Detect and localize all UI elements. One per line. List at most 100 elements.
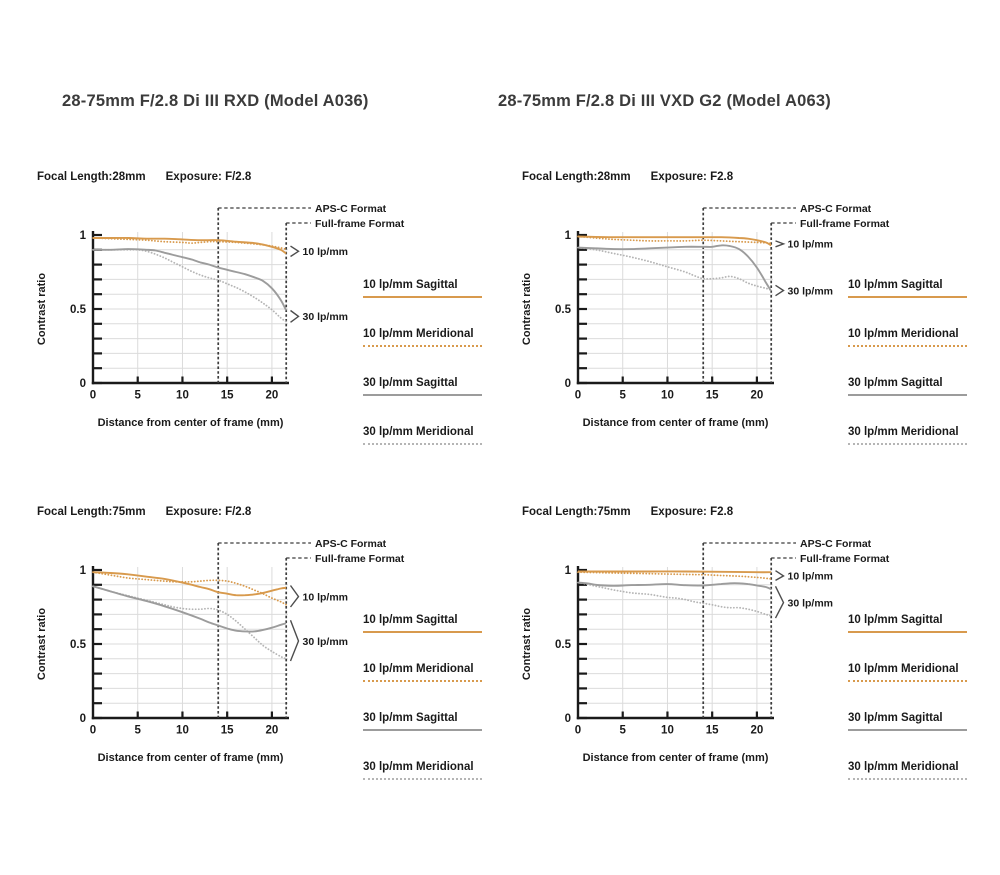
fullframe-format-label: Full-frame Format	[800, 218, 890, 230]
svg-text:5: 5	[135, 390, 142, 402]
fullframe-format-label: Full-frame Format	[315, 553, 405, 565]
svg-text:0: 0	[80, 713, 86, 725]
curve-10-lp-mm-sagittal	[578, 570, 772, 574]
legend-line-solid	[363, 394, 482, 396]
legend-item: 30 lp/mm Meridional	[848, 426, 970, 445]
svg-text:10 lp/mm: 10 lp/mm	[788, 239, 834, 251]
svg-text:0: 0	[80, 378, 86, 390]
svg-text:10 lp/mm: 10 lp/mm	[303, 591, 349, 603]
legend-item: 30 lp/mm Sagittal	[363, 712, 485, 731]
legend-line-solid	[363, 631, 482, 633]
axes	[576, 566, 774, 720]
chart-block-a063-75mm: Focal Length:75mm Exposure: F2.8 0 5 10 15 20 1…	[485, 335, 970, 780]
svg-text:0.5: 0.5	[555, 639, 572, 651]
legend-item: 10 lp/mm Meridional	[848, 328, 970, 347]
x-axis-title: Distance from center of frame (mm)	[97, 417, 284, 429]
svg-text:0.5: 0.5	[555, 304, 572, 316]
legend-label: 30 lp/mm Meridional	[363, 426, 474, 438]
svg-text:20: 20	[266, 390, 279, 402]
svg-text:15: 15	[706, 725, 719, 737]
svg-text:20: 20	[751, 725, 764, 737]
svg-text:15: 15	[221, 725, 234, 737]
legend-line-solid	[848, 394, 967, 396]
svg-text:15: 15	[221, 390, 234, 402]
y-axis-title: Contrast ratio	[521, 607, 533, 681]
svg-text:10: 10	[176, 725, 189, 737]
legend-line-solid	[848, 631, 967, 633]
y-axis-title: Contrast ratio	[36, 607, 48, 681]
legend-label: 10 lp/mm Sagittal	[363, 614, 458, 626]
apsc-format-line	[702, 542, 796, 718]
curve-30-lp-mm-meridional	[92, 585, 288, 660]
legend-line-solid	[848, 296, 967, 298]
svg-text:0: 0	[90, 725, 96, 737]
curve-30-lp-mm-sagittal	[92, 585, 287, 633]
grid	[578, 232, 773, 383]
legend-label: 10 lp/mm Meridional	[848, 328, 959, 340]
legend: 10 lp/mm Sagittal 10 lp/mm Meridional 30 l…	[363, 614, 485, 810]
legend-label: 10 lp/mm Sagittal	[363, 279, 458, 291]
svg-text:10 lp/mm: 10 lp/mm	[788, 571, 834, 583]
legend: 10 lp/mm Sagittal 10 lp/mm Meridional 30 l…	[848, 279, 970, 475]
chart-header: Focal Length:28mm Exposure: F/2.8	[37, 171, 251, 183]
legend-line-solid	[363, 296, 482, 298]
apsc-format-line	[217, 207, 311, 383]
lens-title-a036: 28-75mm F/2.8 Di III RXD (Model A036)	[62, 92, 369, 110]
legend-item: 30 lp/mm Meridional	[363, 426, 485, 445]
legend-item: 10 lp/mm Sagittal	[848, 279, 970, 298]
annotation-30-lp-mm: 30 lp/mm	[289, 620, 349, 662]
legend-label: 30 lp/mm Meridional	[363, 761, 474, 773]
axes	[91, 231, 289, 385]
curve-10-lp-mm-sagittal	[577, 235, 772, 247]
x-tick-labels: 0 5 10 15 20	[575, 390, 764, 402]
apsc-format-label: APS-C Format	[315, 538, 387, 550]
axes	[576, 231, 774, 385]
apsc-format-label: APS-C Format	[315, 203, 387, 215]
legend-item: 30 lp/mm Sagittal	[363, 377, 485, 396]
svg-text:0: 0	[575, 725, 581, 737]
chart-block-a063-28mm: Focal Length:28mm Exposure: F2.8 0 5 10 15 20 1…	[485, 0, 970, 445]
svg-text:0: 0	[565, 378, 571, 390]
annotation-30-lp-mm: 30 lp/mm	[290, 309, 348, 323]
legend-item: 30 lp/mm Meridional	[363, 761, 485, 780]
legend-line-dotted	[363, 443, 482, 445]
legend-item: 10 lp/mm Sagittal	[363, 614, 485, 633]
svg-text:5: 5	[135, 725, 142, 737]
legend-item: 30 lp/mm Sagittal	[848, 712, 970, 731]
curve-10-lp-mm-meridional	[92, 571, 288, 606]
legend-line-dotted	[848, 778, 967, 780]
focal-length-label: Focal Length:75mm	[37, 506, 146, 518]
annotation-10-lp-mm: 10 lp/mm	[290, 245, 348, 258]
svg-text:20: 20	[266, 725, 279, 737]
annotation-30-lp-mm: 30 lp/mm	[774, 585, 833, 619]
svg-text:1: 1	[80, 565, 87, 577]
legend: 10 lp/mm Sagittal 10 lp/mm Meridional 30 l…	[363, 279, 485, 475]
legend-item: 10 lp/mm Meridional	[363, 663, 485, 682]
exposure-label: Exposure: F/2.8	[165, 506, 252, 518]
legend-item: 10 lp/mm Meridional	[363, 328, 485, 347]
svg-text:30 lp/mm: 30 lp/mm	[303, 636, 349, 648]
legend-item: 30 lp/mm Meridional	[848, 761, 970, 780]
x-axis-title: Distance from center of frame (mm)	[582, 417, 769, 429]
curve-30-lp-mm-sagittal	[92, 248, 288, 311]
legend-label: 10 lp/mm Sagittal	[848, 614, 943, 626]
fullframe-format-line	[285, 557, 311, 718]
chart-block-a036-75mm: Focal Length:75mm Exposure: F/2.8 0 5 10 15 20…	[0, 335, 485, 780]
legend-label: 10 lp/mm Meridional	[363, 663, 474, 675]
chart-block-a036-28mm: Focal Length:28mm Exposure: F/2.8 0 5 10 15 20…	[0, 0, 485, 445]
fullframe-format-label: Full-frame Format	[315, 218, 405, 230]
legend-item: 30 lp/mm Sagittal	[848, 377, 970, 396]
svg-text:0: 0	[565, 713, 571, 725]
curve-30-lp-mm-meridional	[577, 581, 773, 617]
svg-text:1: 1	[80, 230, 87, 242]
apsc-format-label: APS-C Format	[800, 538, 872, 550]
legend-line-solid	[848, 729, 967, 731]
legend-label: 10 lp/mm Meridional	[848, 663, 959, 675]
annotation-10-lp-mm: 10 lp/mm	[775, 570, 834, 583]
curve-30-lp-mm-meridional	[92, 248, 288, 323]
y-tick-labels: 10.50	[70, 230, 87, 390]
legend-item: 10 lp/mm Sagittal	[363, 279, 485, 298]
